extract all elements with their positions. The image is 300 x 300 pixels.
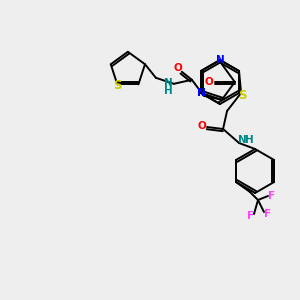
Text: H: H (164, 86, 173, 96)
Text: O: O (198, 121, 206, 131)
Text: O: O (173, 63, 182, 73)
Text: N: N (216, 55, 224, 65)
Text: N: N (196, 88, 205, 98)
Text: H: H (245, 135, 254, 145)
Text: N: N (196, 88, 205, 98)
Text: O: O (204, 77, 213, 87)
Text: F: F (268, 191, 276, 201)
Text: F: F (248, 211, 255, 221)
Text: F: F (264, 209, 272, 219)
Text: N: N (238, 135, 246, 145)
Text: S: S (113, 79, 122, 92)
Text: S: S (238, 89, 246, 103)
Text: N: N (164, 78, 173, 88)
